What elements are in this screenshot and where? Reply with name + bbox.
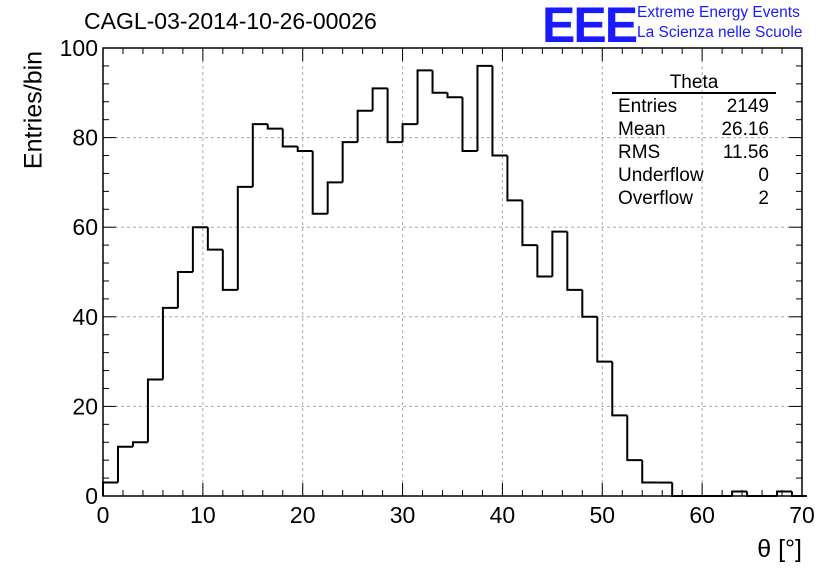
histogram-bin xyxy=(446,92,463,99)
stats-value: 2149 xyxy=(726,96,769,117)
histogram-bin xyxy=(611,361,628,417)
histogram-bin xyxy=(626,415,643,462)
histogram-bin xyxy=(161,306,178,380)
x-tick-label: 40 xyxy=(490,502,516,528)
histogram-bin xyxy=(131,441,148,447)
histogram-bin xyxy=(176,271,193,308)
histogram-bin xyxy=(731,490,748,496)
histogram-bin xyxy=(596,316,613,363)
stats-row-rms: RMS 11.56 xyxy=(612,141,776,164)
histogram-bin xyxy=(566,231,583,291)
y-tick-label: 0 xyxy=(85,483,98,509)
x-tick-label: 20 xyxy=(290,502,316,528)
stats-title: Theta xyxy=(612,73,776,94)
histogram-bin xyxy=(221,249,238,291)
logo-line-2: La Scienza nelle Scuole xyxy=(637,24,803,41)
y-tick-label: 40 xyxy=(72,304,98,330)
histogram-bin xyxy=(671,482,688,497)
histogram-bin xyxy=(641,460,658,484)
histogram-bin xyxy=(386,88,403,144)
stats-row-entries: Entries 2149 xyxy=(612,95,776,118)
histogram-bin xyxy=(461,97,478,153)
histogram-bin xyxy=(296,146,313,153)
histogram-bin xyxy=(491,65,508,157)
histogram-bin xyxy=(206,227,223,251)
histogram-bin xyxy=(536,245,553,278)
y-tick-label: 20 xyxy=(72,393,98,419)
histogram-bin xyxy=(581,289,598,318)
stats-label: Entries xyxy=(618,96,678,117)
histogram-bin xyxy=(326,181,343,214)
stats-value: 26.16 xyxy=(721,119,769,140)
x-tick-label: 50 xyxy=(589,502,615,528)
histogram-bin xyxy=(506,155,523,202)
histogram-bin xyxy=(281,128,298,148)
histogram-bin xyxy=(251,123,268,187)
x-tick-label: 0 xyxy=(97,502,110,528)
histogram-bin xyxy=(371,87,388,111)
x-axis-label: θ [°] xyxy=(757,535,802,563)
y-tick-label: 80 xyxy=(72,125,98,151)
chart-title: CAGL-03-2014-10-26-00026 xyxy=(84,8,377,34)
y-tick-label: 60 xyxy=(72,214,98,240)
y-axis-label: Entries/bin xyxy=(19,50,48,170)
histogram-bin xyxy=(551,230,568,277)
eee-logo: EEE xyxy=(542,0,638,53)
x-tick-label: 30 xyxy=(390,502,416,528)
histogram-bin xyxy=(776,490,793,496)
histogram-bin xyxy=(356,109,373,143)
stats-row-underflow: Underflow 0 xyxy=(612,164,776,187)
histogram-bin xyxy=(416,69,433,125)
histogram-bin xyxy=(476,64,493,152)
plot-frame xyxy=(102,47,803,497)
x-tick-label: 10 xyxy=(190,502,216,528)
stats-label: Underflow xyxy=(618,165,704,186)
histogram-bin xyxy=(521,200,538,247)
histogram-bin xyxy=(341,141,358,183)
histogram-bin xyxy=(431,70,448,94)
histogram-bin xyxy=(266,124,283,130)
histogram-bin xyxy=(146,378,163,443)
stats-label: Mean xyxy=(618,119,666,140)
histogram-bin xyxy=(401,123,418,143)
histogram-bin xyxy=(116,445,133,483)
histogram-bin xyxy=(236,185,253,290)
stats-value: 2 xyxy=(758,188,769,209)
x-tick-label: 70 xyxy=(789,502,815,528)
histogram-bin xyxy=(191,226,208,272)
x-tick-label: 60 xyxy=(689,502,715,528)
y-tick-label: 100 xyxy=(60,35,98,61)
stats-label: Overflow xyxy=(618,188,693,209)
stats-value: 11.56 xyxy=(722,142,769,163)
stats-row-overflow: Overflow 2 xyxy=(612,187,776,210)
stats-label: RMS xyxy=(618,142,661,163)
stats-row-mean: Mean 26.16 xyxy=(612,118,776,141)
histogram-bin xyxy=(102,481,118,496)
histogram-bin xyxy=(311,151,328,215)
logo-line-1: Extreme Energy Events xyxy=(637,4,800,21)
stats-box: Theta Entries 2149 Mean 26.16 RMS 11.56 … xyxy=(612,73,776,210)
stats-value: 0 xyxy=(758,165,769,186)
